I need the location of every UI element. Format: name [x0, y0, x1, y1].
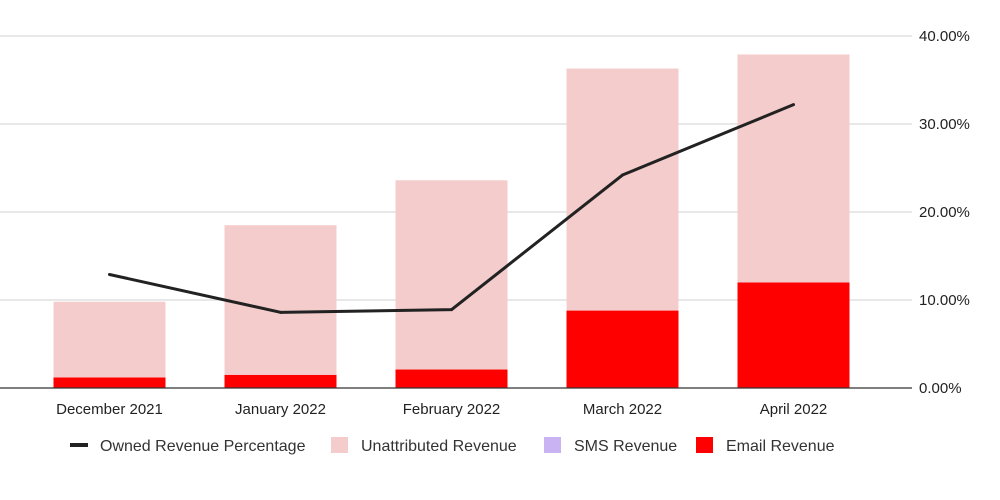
legend-label: Email Revenue: [726, 438, 835, 455]
x-tick-label: April 2022: [760, 401, 828, 418]
axes: 0.00% 10.00% 20.00% 30.00% 40.00% December 20…: [0, 28, 970, 418]
stacked-bars: [53, 54, 850, 388]
y-tick-label: 30.00%: [919, 116, 970, 133]
legend-item: Owned Revenue Percentage: [70, 438, 306, 455]
legend: Owned Revenue Percentage Unattributed Rev…: [70, 437, 835, 455]
y-tick-label: 40.00%: [919, 28, 970, 45]
y-tick-label: 10.00%: [919, 292, 970, 309]
y-tick-label: 0.00%: [919, 380, 962, 397]
line-point: [450, 308, 453, 312]
x-tick-label: January 2022: [235, 401, 326, 418]
line-point: [621, 173, 624, 177]
owned-revenue-line: [108, 103, 795, 314]
line-point: [108, 272, 111, 276]
unattributed-revenue-bar: [395, 180, 508, 370]
email-revenue-bar: [395, 369, 508, 388]
email-revenue-bar: [566, 310, 679, 388]
email-revenue-bar: [224, 374, 337, 388]
legend-swatch: [696, 437, 713, 453]
legend-item: Email Revenue: [696, 437, 835, 455]
x-tick-label: December 2021: [56, 401, 163, 418]
unattributed-revenue-bar: [737, 54, 850, 283]
legend-swatch: [544, 437, 561, 453]
x-tick-label: March 2022: [583, 401, 662, 418]
x-tick-label: February 2022: [403, 401, 501, 418]
unattributed-revenue-bar: [224, 225, 337, 375]
legend-label: Owned Revenue Percentage: [100, 438, 306, 455]
y-tick-label: 20.00%: [919, 204, 970, 221]
legend-line-swatch: [70, 443, 88, 447]
line-point: [792, 103, 795, 107]
legend-label: SMS Revenue: [574, 438, 677, 455]
line-point: [279, 310, 282, 314]
email-revenue-bar: [53, 377, 166, 388]
legend-swatch: [331, 437, 348, 453]
email-revenue-bar: [737, 282, 850, 388]
unattributed-revenue-bar: [53, 301, 166, 378]
legend-label: Unattributed Revenue: [361, 438, 517, 455]
legend-item: SMS Revenue: [544, 437, 677, 455]
legend-item: Unattributed Revenue: [331, 437, 517, 455]
unattributed-revenue-bar: [566, 68, 679, 311]
